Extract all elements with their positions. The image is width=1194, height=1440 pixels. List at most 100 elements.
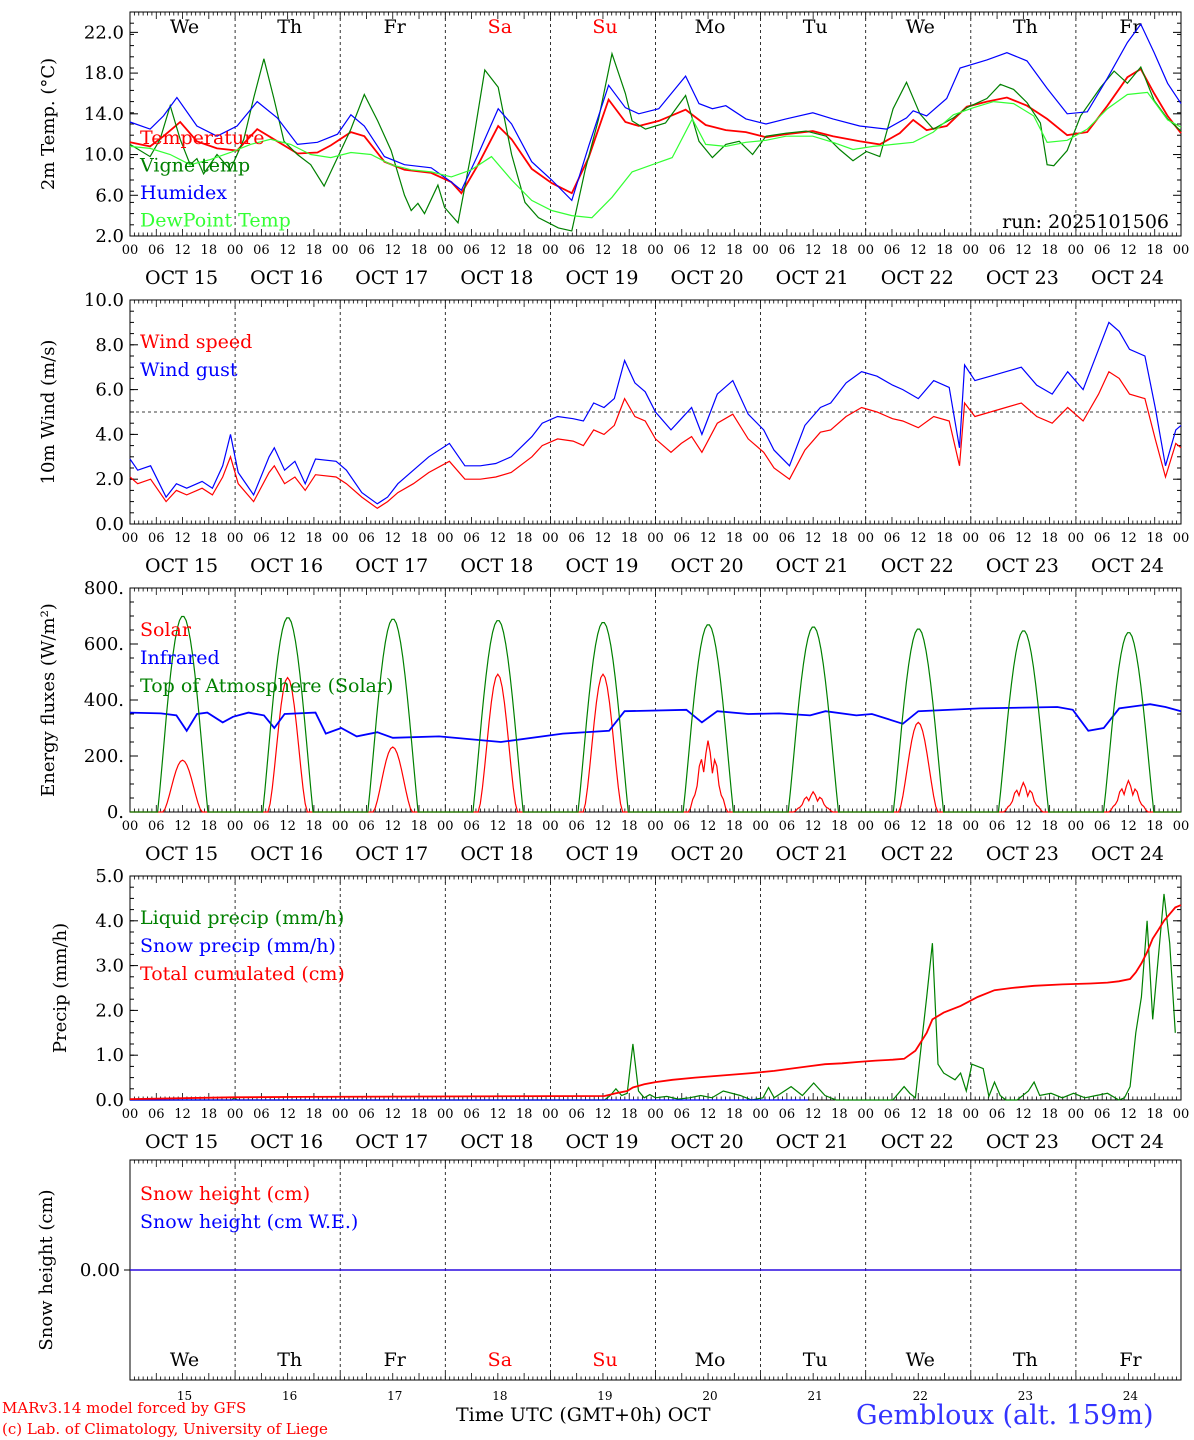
- hour-label: 12: [490, 1107, 507, 1122]
- day-number: 22: [913, 1389, 928, 1403]
- hour-label: 00: [963, 243, 980, 258]
- hour-label: 06: [253, 819, 270, 834]
- hour-label: 06: [148, 531, 165, 546]
- hour-label: 06: [884, 531, 901, 546]
- day-name: Tu: [803, 16, 828, 38]
- day-name: Mo: [695, 1349, 726, 1371]
- hour-label: 06: [463, 1107, 480, 1122]
- hour-label: 12: [279, 531, 296, 546]
- hour-label: 00: [122, 531, 139, 546]
- hour-label: 18: [201, 243, 218, 258]
- plot-frame: [129, 587, 1182, 813]
- hour-label: 06: [148, 243, 165, 258]
- panel-2: 0.0 2.0 4.0 6.0 8.0 10.0 10m Wind (m/s) 00 06 12 1…: [38, 290, 1189, 577]
- hour-label: 06: [1094, 531, 1111, 546]
- date-label: OCT 16: [250, 267, 323, 289]
- date-label: OCT 24: [1091, 555, 1164, 577]
- day-number: 18: [492, 1389, 507, 1403]
- hour-label: 00: [1068, 243, 1085, 258]
- hour-label: 06: [463, 531, 480, 546]
- date-label: OCT 20: [671, 555, 744, 577]
- hour-label: 12: [595, 819, 612, 834]
- legend-entry: Wind speed: [140, 331, 252, 353]
- hour-label: 12: [595, 1107, 612, 1122]
- panel-3: 0. 200. 400. 600. 800. Energy fluxes (W/m²) 00…: [38, 578, 1189, 865]
- date-label: OCT 19: [565, 1131, 638, 1153]
- date-label: OCT 17: [355, 267, 428, 289]
- y-axis-label: Precip (mm/h): [50, 923, 71, 1053]
- y-tick-label: 6.0: [95, 185, 124, 206]
- hour-label: 18: [411, 243, 428, 258]
- hour-label: 18: [936, 819, 953, 834]
- panel-1: 2.0 6.0 10.0 14.0 18.0 22.0 2m Temp. (°C) 00 06 1…: [38, 11, 1190, 289]
- series-line-dewpoint-temp: [129, 91, 1182, 219]
- hour-label: 00: [227, 819, 244, 834]
- hour-label: 00: [752, 243, 769, 258]
- hour-label: 18: [516, 1107, 533, 1122]
- hour-label: 18: [411, 819, 428, 834]
- hour-label: 12: [700, 243, 717, 258]
- hour-label: 00: [1068, 819, 1085, 834]
- date-label: OCT 21: [776, 843, 849, 865]
- y-tick-label: 2.0: [95, 1000, 124, 1021]
- hour-label: 00: [1173, 243, 1190, 258]
- hour-label: 12: [700, 1107, 717, 1122]
- hour-label: 12: [279, 1107, 296, 1122]
- hour-label: 12: [1120, 1107, 1137, 1122]
- date-label: OCT 15: [145, 843, 218, 865]
- hour-label: 06: [779, 819, 796, 834]
- date-label: OCT 15: [145, 267, 218, 289]
- hour-label: 18: [1146, 819, 1163, 834]
- y-tick-label: 10.0: [84, 145, 124, 166]
- date-label: OCT 23: [986, 267, 1059, 289]
- hour-label: 06: [568, 1107, 585, 1122]
- date-label: OCT 17: [355, 1131, 428, 1153]
- legend-entry: DewPoint Temp: [140, 210, 291, 232]
- panel-4: 0.0 1.0 2.0 3.0 4.0 5.0 Precip (mm/h) 00 06 12 18 O…: [50, 866, 1189, 1153]
- hour-label: 12: [805, 531, 822, 546]
- y-axis-label: 10m Wind (m/s): [38, 340, 59, 485]
- hour-label: 00: [332, 819, 349, 834]
- hour-label: 12: [805, 243, 822, 258]
- hour-label: 06: [463, 819, 480, 834]
- date-label: OCT 15: [145, 555, 218, 577]
- hour-label: 06: [884, 243, 901, 258]
- hour-label: 06: [1094, 1107, 1111, 1122]
- day-name: We: [170, 1349, 199, 1371]
- day-number: 24: [1123, 1389, 1139, 1403]
- hour-label: 12: [174, 531, 191, 546]
- hour-label: 12: [174, 1107, 191, 1122]
- model-credit: MARv3.14 model forced by GFS: [2, 1399, 247, 1417]
- y-tick-label: 1.0: [95, 1045, 124, 1066]
- hour-label: 00: [227, 531, 244, 546]
- hour-label: 18: [1146, 243, 1163, 258]
- date-label: OCT 23: [986, 555, 1059, 577]
- y-tick-label: 3.0: [95, 956, 124, 977]
- date-label: OCT 21: [776, 1131, 849, 1153]
- hour-label: 00: [1068, 1107, 1085, 1122]
- hour-label: 12: [279, 243, 296, 258]
- hour-label: 06: [884, 819, 901, 834]
- hour-label: 12: [1120, 243, 1137, 258]
- hour-label: 18: [1041, 819, 1058, 834]
- y-tick-label: 0.0: [95, 514, 124, 535]
- day-name: Fr: [384, 16, 407, 38]
- date-label: OCT 24: [1091, 843, 1164, 865]
- hour-label: 06: [568, 819, 585, 834]
- x-axis-title: Time UTC (GMT+0h) OCT: [456, 1404, 711, 1426]
- legend-entry: Snow precip (mm/h): [140, 935, 336, 957]
- date-label: OCT 16: [250, 1131, 323, 1153]
- hour-label: 06: [253, 1107, 270, 1122]
- y-tick-label: 200.: [84, 746, 124, 767]
- series-line-infrared: [129, 703, 1182, 743]
- hour-label: 06: [148, 1107, 165, 1122]
- hour-label: 00: [227, 1107, 244, 1122]
- hour-label: 18: [201, 819, 218, 834]
- hour-label: 00: [122, 243, 139, 258]
- hour-label: 00: [1173, 1107, 1190, 1122]
- hour-label: 00: [332, 243, 349, 258]
- series-line-wind-speed: [129, 370, 1182, 510]
- day-number: 21: [808, 1389, 823, 1403]
- date-label: OCT 19: [565, 555, 638, 577]
- y-tick-label: 14.0: [84, 104, 124, 125]
